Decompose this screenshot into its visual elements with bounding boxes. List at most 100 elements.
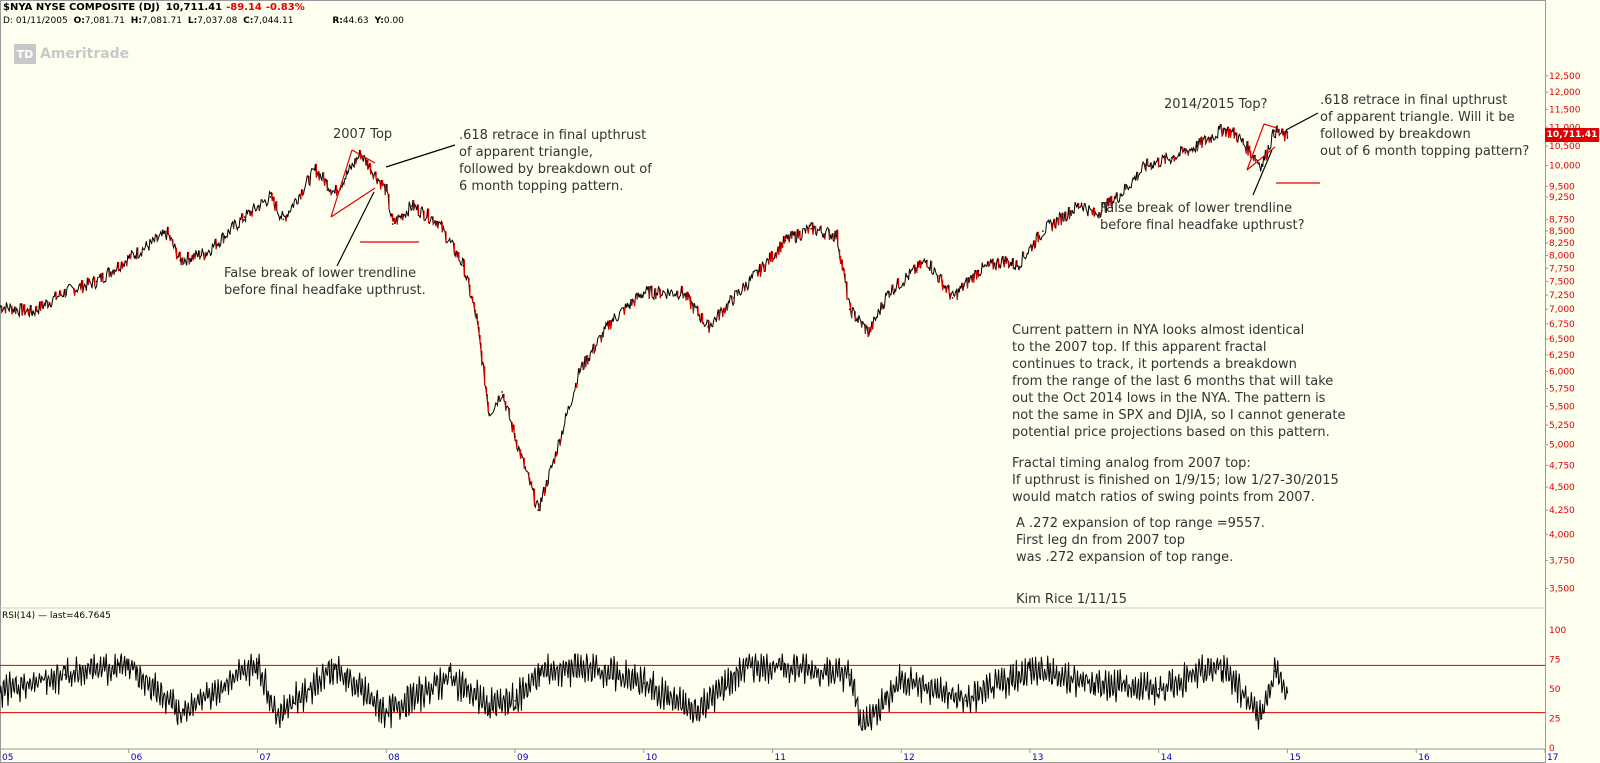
rsi-point xyxy=(540,670,542,672)
chart-title: $NYA NYSE COMPOSITE (DJ) xyxy=(3,2,160,13)
annotation-2014-retrace-line: .618 retrace in final upthrust xyxy=(1320,93,1508,108)
annotation-commentary-line: not the same in SPX and DJIA, so I canno… xyxy=(1012,408,1346,423)
date-readout: D: 01/11/2005 xyxy=(3,16,68,26)
rsi-point xyxy=(1273,670,1276,672)
annotation-2007-false-break: False break of lower trendline before fin… xyxy=(224,265,426,299)
price-point xyxy=(1145,164,1147,167)
triangle-2014-upper-line xyxy=(1263,123,1278,129)
price-point xyxy=(758,270,761,272)
rsi-point xyxy=(488,706,490,708)
annotation-2014-false-break: False break of lower trendline before fin… xyxy=(1100,200,1304,234)
y-tick-label: 6,500 xyxy=(1549,335,1575,345)
price-point xyxy=(514,435,516,438)
y-tick-label: 12,500 xyxy=(1549,72,1581,82)
annotation-2014-retrace-line: of apparent triangle. Will it be xyxy=(1320,110,1515,125)
leader-2014-false-break xyxy=(1252,149,1273,196)
price-point xyxy=(1003,259,1006,262)
price-point xyxy=(784,239,787,242)
rsi-line xyxy=(0,653,1288,731)
triangle-2014-left-line xyxy=(1246,123,1265,171)
price-point xyxy=(1273,130,1276,132)
annotation-2014-retrace-line: followed by breakdown xyxy=(1320,127,1471,142)
price-point xyxy=(642,291,645,294)
price-point xyxy=(205,252,207,254)
rsi-point xyxy=(179,711,181,714)
annotation-fractal-timing-line: would match ratios of swing points from … xyxy=(1012,490,1315,505)
last-price-tag: 10,711.41 xyxy=(1545,128,1599,142)
x-tick-label: 07 xyxy=(260,753,271,763)
x-tick-label: 05 xyxy=(2,753,13,763)
x-tick-label: 12 xyxy=(903,753,914,763)
price-point xyxy=(537,509,539,511)
price-point xyxy=(501,391,503,393)
y-tick-label: 6,250 xyxy=(1549,351,1575,361)
y-tick-label: 7,500 xyxy=(1549,277,1575,287)
rsi-point xyxy=(63,674,66,676)
annotation-commentary-line: Current pattern in NYA looks almost iden… xyxy=(1012,323,1305,338)
y-tick-label: 4,000 xyxy=(1549,531,1575,541)
x-tick-label: 08 xyxy=(388,753,400,763)
price-point xyxy=(733,297,735,299)
y-tick-label: 7,250 xyxy=(1549,291,1575,301)
price-point xyxy=(848,308,851,311)
price-point xyxy=(1042,230,1044,232)
ohlc-readout: D: 01/11/2005 O:7,081.71 H:7,081.71 L:7,… xyxy=(3,16,404,26)
x-tick-label: 09 xyxy=(517,753,529,763)
td-logo-mark: TD xyxy=(14,44,36,64)
rsi-point xyxy=(449,676,452,678)
price-point xyxy=(1170,156,1173,159)
price-point xyxy=(0,305,1,308)
price-point xyxy=(314,168,317,171)
rsi-point xyxy=(1029,669,1031,671)
price-point xyxy=(95,280,98,283)
open-value: 7,081.71 xyxy=(84,16,125,26)
y-tick-label: 10,000 xyxy=(1549,162,1581,172)
price-point xyxy=(887,291,890,294)
triangle-2014-lower-line xyxy=(1246,146,1276,171)
annotation-commentary-line: out the Oct 2014 lows in the NYA. The pa… xyxy=(1012,391,1326,406)
logo-text: Ameritrade xyxy=(40,46,130,62)
price-point xyxy=(385,189,388,192)
annotation-2014-top: 2014/2015 Top? xyxy=(1164,97,1268,112)
y-tick-label: 8,000 xyxy=(1549,251,1575,261)
chart-title-bar: $NYA NYSE COMPOSITE (DJ) 10,711.41 -89.14-… xyxy=(3,2,305,13)
annotation-2007-false-break-line: before final headfake upthrust. xyxy=(224,283,426,298)
x-tick-label: 06 xyxy=(131,753,143,763)
annotation-2007-retrace-line: followed by breakdown out of xyxy=(459,162,652,177)
price-point xyxy=(578,370,581,373)
price-point xyxy=(333,191,336,194)
price-point xyxy=(475,317,478,319)
y-tick-label: 4,750 xyxy=(1549,461,1575,471)
rsi-point xyxy=(797,667,799,669)
rsi-point xyxy=(694,711,696,714)
price-point xyxy=(610,320,613,322)
rsi-point xyxy=(643,682,645,684)
rsi-point xyxy=(334,667,336,669)
y-tick-label: 3,750 xyxy=(1549,557,1575,567)
price-point xyxy=(707,326,709,328)
low-value: 7,037.08 xyxy=(197,16,238,26)
y-tick-label: 12,000 xyxy=(1549,88,1581,98)
rsi-point xyxy=(964,700,967,702)
rsi-y-tick-label: 25 xyxy=(1549,715,1560,725)
rsi-point xyxy=(591,667,593,669)
annotation-commentary: Current pattern in NYA looks almost iden… xyxy=(1012,322,1345,441)
price-point xyxy=(488,412,491,415)
y-tick-label: 8,250 xyxy=(1549,239,1575,249)
price-point xyxy=(1196,145,1199,147)
rsi-point xyxy=(861,726,864,728)
price-point xyxy=(1080,202,1083,205)
last-price: 10,711.41 xyxy=(165,2,223,13)
annotation-expansion-line: First leg dn from 2007 top xyxy=(1016,533,1186,548)
axes: 12,50012,00011,50011,00010,50010,0009,50… xyxy=(0,72,1581,763)
y-tick-label: 6,000 xyxy=(1549,367,1575,377)
rsi-point xyxy=(1286,692,1289,694)
leader-2007-retrace xyxy=(385,144,456,168)
price-point xyxy=(1093,214,1096,216)
rsi-y-tick-label: 0 xyxy=(1549,744,1555,754)
price-point xyxy=(926,259,928,262)
y-tick-label: 11,500 xyxy=(1549,105,1581,115)
annotation-2014-retrace-line: out of 6 month topping pattern? xyxy=(1320,144,1530,159)
y-tick-label: 8,500 xyxy=(1549,227,1575,237)
